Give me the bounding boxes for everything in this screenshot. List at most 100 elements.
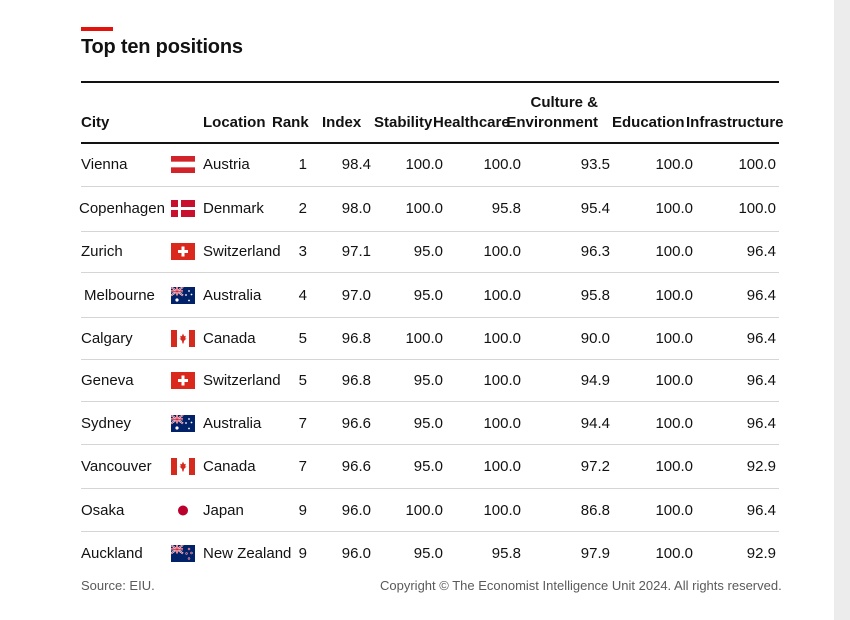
row-divider: [81, 186, 779, 187]
city-cell: Auckland: [81, 545, 143, 562]
australia-flag-icon: [170, 414, 195, 432]
index-cell: 98.4: [341, 156, 371, 173]
culture-environment-cell: 90.0: [580, 330, 610, 347]
index-cell: 98.0: [341, 200, 371, 217]
header-index: Index: [322, 114, 362, 131]
index-cell: 96.0: [341, 545, 371, 562]
city-cell: Zurich: [81, 243, 123, 260]
infrastructure-cell: 100.0: [738, 156, 776, 173]
healthcare-cell: 100.0: [483, 458, 521, 475]
denmark-flag-icon: [171, 200, 195, 217]
infrastructure-cell: 96.4: [746, 415, 776, 432]
index-cell: 96.8: [341, 372, 371, 389]
rank-cell: 3: [298, 243, 307, 260]
infrastructure-cell: 96.4: [746, 502, 776, 519]
location-cell: Switzerland: [203, 243, 281, 260]
healthcare-cell: 100.0: [483, 330, 521, 347]
culture-environment-cell: 94.9: [580, 372, 610, 389]
canada-flag-icon: [171, 330, 195, 347]
rank-cell: 9: [298, 545, 307, 562]
healthcare-cell: 100.0: [483, 287, 521, 304]
healthcare-cell: 100.0: [483, 415, 521, 432]
culture-environment-cell: 95.8: [580, 287, 610, 304]
infrastructure-cell: 96.4: [746, 243, 776, 260]
culture-environment-cell: 96.3: [580, 243, 610, 260]
city-cell: Vienna: [81, 156, 128, 173]
education-cell: 100.0: [655, 287, 693, 304]
row-divider: [81, 231, 779, 232]
rank-cell: 1: [298, 156, 307, 173]
new-zealand-flag-icon: [170, 544, 195, 562]
japan-flag-icon: [171, 502, 195, 519]
header-stability: Stability: [374, 114, 433, 131]
switzerland-flag-icon: [171, 372, 195, 389]
accent-bar: [81, 27, 113, 31]
index-cell: 97.0: [341, 287, 371, 304]
healthcare-cell: 100.0: [483, 372, 521, 389]
austria-flag-icon: [171, 156, 195, 173]
location-cell: Canada: [203, 458, 256, 475]
row-divider: [81, 359, 779, 360]
header-healthcare: Healthcare: [433, 114, 510, 131]
city-cell: Copenhagen: [79, 200, 165, 217]
location-cell: Switzerland: [203, 372, 281, 389]
city-cell: Melbourne: [84, 287, 155, 304]
education-cell: 100.0: [655, 200, 693, 217]
city-cell: Geneva: [81, 372, 134, 389]
location-cell: Australia: [203, 287, 262, 304]
chart-title: Top ten positions: [81, 36, 243, 58]
index-cell: 96.0: [341, 502, 371, 519]
culture-environment-cell: 86.8: [580, 502, 610, 519]
header-location: Location: [203, 114, 266, 131]
stability-cell: 95.0: [413, 458, 443, 475]
rank-cell: 5: [298, 372, 307, 389]
infrastructure-cell: 96.4: [746, 372, 776, 389]
header-rule: [81, 142, 779, 144]
index-cell: 97.1: [341, 243, 371, 260]
education-cell: 100.0: [655, 243, 693, 260]
header-city: City: [81, 114, 110, 131]
culture-environment-cell: 97.2: [580, 458, 610, 475]
rank-cell: 2: [298, 200, 307, 217]
location-cell: Australia: [203, 415, 262, 432]
rank-cell: 7: [298, 415, 307, 432]
canada-flag-icon: [171, 458, 195, 475]
location-cell: Denmark: [203, 200, 264, 217]
location-cell: Japan: [203, 502, 244, 519]
stability-cell: 100.0: [405, 200, 443, 217]
row-divider: [81, 531, 779, 532]
index-cell: 96.8: [341, 330, 371, 347]
education-cell: 100.0: [655, 156, 693, 173]
stability-cell: 95.0: [413, 372, 443, 389]
row-divider: [81, 272, 779, 273]
infrastructure-cell: 100.0: [738, 200, 776, 217]
healthcare-cell: 95.8: [491, 545, 521, 562]
stability-cell: 95.0: [413, 287, 443, 304]
city-cell: Vancouver: [81, 458, 152, 475]
city-cell: Sydney: [81, 415, 132, 432]
rank-cell: 5: [298, 330, 307, 347]
header-rank: Rank: [272, 114, 309, 131]
stability-cell: 95.0: [413, 545, 443, 562]
stability-cell: 100.0: [405, 330, 443, 347]
education-cell: 100.0: [655, 502, 693, 519]
infrastructure-cell: 92.9: [746, 545, 776, 562]
index-cell: 96.6: [341, 458, 371, 475]
top-rule: [81, 81, 779, 83]
header-culture-line2: Environment: [506, 114, 598, 131]
infrastructure-cell: 96.4: [746, 287, 776, 304]
culture-environment-cell: 94.4: [580, 415, 610, 432]
stability-cell: 100.0: [405, 502, 443, 519]
copyright-note: Copyright © The Economist Intelligence U…: [380, 578, 782, 593]
education-cell: 100.0: [655, 330, 693, 347]
city-cell: Calgary: [81, 330, 133, 347]
switzerland-flag-icon: [171, 243, 195, 260]
index-cell: 96.6: [341, 415, 371, 432]
stability-cell: 95.0: [413, 243, 443, 260]
healthcare-cell: 95.8: [491, 200, 521, 217]
culture-environment-cell: 95.4: [580, 200, 610, 217]
healthcare-cell: 100.0: [483, 502, 521, 519]
culture-environment-cell: 97.9: [580, 545, 610, 562]
location-cell: Austria: [203, 156, 250, 173]
culture-environment-cell: 93.5: [580, 156, 610, 173]
